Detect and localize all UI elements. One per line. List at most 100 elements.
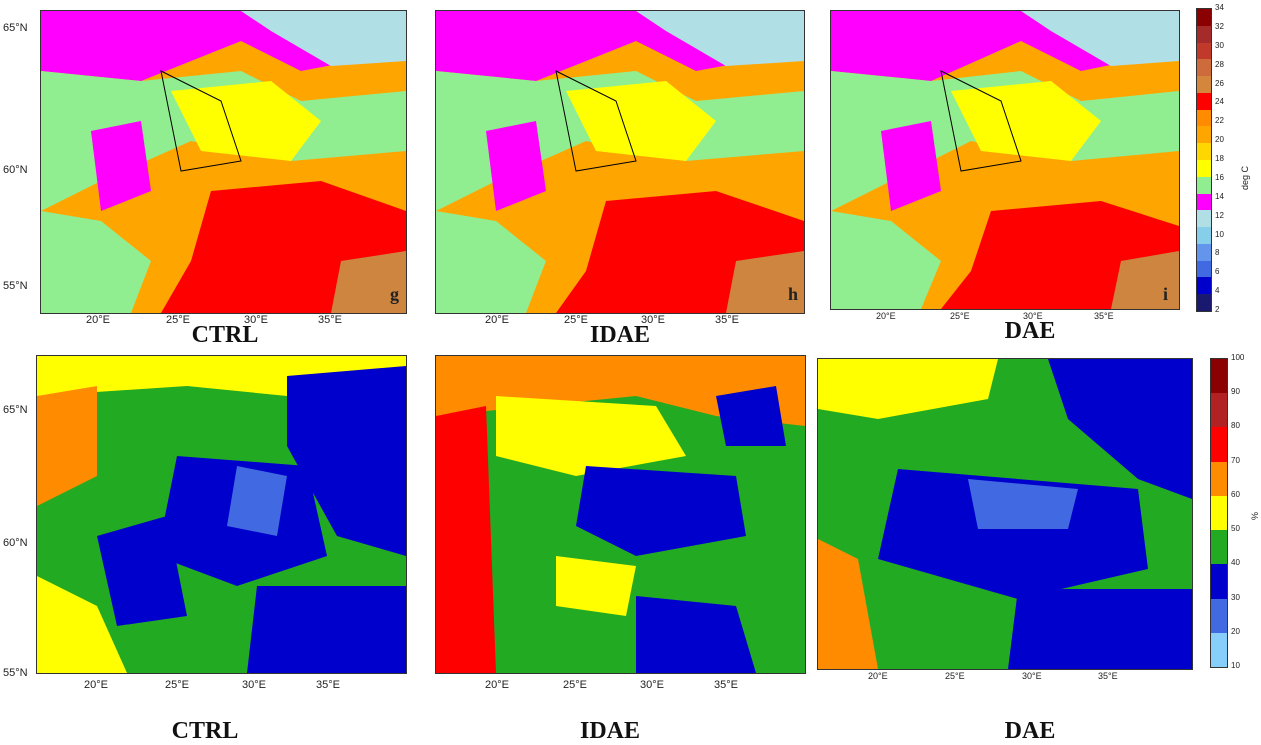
colorbar-segment (1197, 193, 1211, 211)
colorbar-tick: 16 (1215, 172, 1224, 182)
colorbar-tick: 24 (1215, 97, 1224, 107)
colorbar-tick: 6 (1215, 267, 1220, 277)
lon-tick: 25°E (945, 671, 965, 681)
panel-caption: IDAE (589, 322, 650, 348)
lat-tick: 55°N (3, 280, 28, 292)
panel-letter: i (1163, 284, 1169, 304)
lon-tick: 30°E (640, 679, 664, 691)
colorbar-label: % (1250, 511, 1260, 520)
lon-tick: 30°E (244, 314, 268, 326)
colorbar-tick: 32 (1215, 21, 1224, 31)
colorbar-label: deg C (1240, 165, 1250, 190)
lat-tick: 55°N (3, 667, 28, 679)
lon-tick: 25°E (165, 679, 189, 691)
colorbar-segment (1197, 243, 1211, 262)
lon-tick: 35°E (715, 314, 739, 326)
lat-tick: 60°N (3, 537, 28, 549)
colorbar-segment (1197, 227, 1211, 245)
colorbar-tick: 100 (1231, 353, 1245, 362)
colorbar-tick: 2 (1215, 305, 1220, 314)
colorbar-tick: 28 (1215, 59, 1224, 69)
colorbar-segment (1197, 143, 1211, 161)
lon-tick: 35°E (1094, 311, 1114, 321)
panel-caption: CTRL (171, 718, 239, 744)
colorbar-tick: 12 (1215, 210, 1224, 220)
colorbar-segment (1211, 530, 1227, 565)
lon-tick: 25°E (563, 679, 587, 691)
colorbar-segment (1197, 160, 1211, 178)
colorbar-segment (1211, 427, 1227, 463)
colorbar-tick: 10 (1215, 229, 1224, 239)
colorbar-segment (1211, 495, 1227, 531)
colorbar-tick: 30 (1215, 40, 1224, 50)
lon-tick: 30°E (1022, 671, 1042, 681)
lon-tick: 20°E (868, 671, 888, 681)
colorbar-tick: 22 (1215, 116, 1224, 126)
panel-letter: h (788, 284, 799, 304)
colorbar-tick: 20 (1231, 626, 1240, 636)
colorbar-segment (1197, 76, 1211, 94)
lat-tick: 65°N (3, 22, 28, 34)
temperature-map-dae (830, 10, 1180, 310)
lon-tick: 25°E (166, 314, 190, 326)
panel-caption: IDAE (579, 718, 640, 744)
colorbar-segment (1197, 277, 1211, 295)
colorbar-segment (1197, 59, 1211, 77)
colorbar-tick: 20 (1215, 135, 1224, 145)
colorbar-tick: 18 (1215, 154, 1224, 163)
colorbar-segment (1211, 598, 1227, 634)
colorbar-tick: 90 (1231, 387, 1240, 397)
colorbar-tick: 34 (1215, 3, 1224, 12)
lat-tick: 60°N (3, 164, 28, 176)
humidity-colorbar (1210, 358, 1228, 668)
humidity-map-ctrl (36, 355, 407, 674)
colorbar-segment (1197, 176, 1211, 195)
temperature-map-ctrl (40, 10, 407, 314)
lon-tick: 35°E (318, 314, 342, 326)
colorbar-segment (1211, 359, 1227, 394)
colorbar-tick: 40 (1231, 558, 1240, 568)
colorbar-segment (1211, 632, 1227, 668)
humidity-map-idae (435, 355, 806, 674)
lon-tick: 20°E (86, 314, 110, 326)
colorbar-tick: 60 (1231, 489, 1240, 499)
colorbar-tick: 8 (1215, 248, 1220, 258)
colorbar-tick: 26 (1215, 78, 1224, 88)
lon-tick: 20°E (84, 679, 108, 691)
panel-letter: g (390, 284, 399, 304)
lon-tick: 30°E (641, 314, 665, 326)
colorbar-tick: 30 (1231, 592, 1240, 602)
lon-tick: 35°E (1098, 671, 1118, 681)
lon-tick: 35°E (714, 679, 738, 691)
colorbar-segment (1197, 294, 1211, 312)
temperature-map-idae (435, 10, 805, 314)
colorbar-tick: 80 (1231, 421, 1240, 431)
colorbar-tick: 70 (1231, 455, 1240, 465)
lon-tick: 20°E (876, 311, 896, 321)
colorbar-segment (1197, 126, 1211, 144)
colorbar-tick: 4 (1215, 286, 1220, 296)
colorbar-segment (1211, 461, 1227, 497)
colorbar-segment (1211, 393, 1227, 428)
colorbar-segment (1197, 42, 1211, 60)
colorbar-tick: 10 (1231, 661, 1240, 670)
temperature-colorbar (1196, 8, 1212, 312)
lon-tick: 25°E (564, 314, 588, 326)
colorbar-segment (1197, 9, 1211, 27)
lat-tick: 65°N (3, 404, 28, 416)
lon-tick: 30°E (1023, 311, 1043, 321)
panel-caption: CTRL (191, 322, 259, 348)
panel-caption: DAE (1004, 718, 1056, 744)
lon-tick: 20°E (485, 314, 509, 326)
colorbar-segment (1197, 25, 1211, 44)
panel-caption: DAE (1004, 318, 1056, 344)
humidity-map-dae (817, 358, 1193, 670)
colorbar-segment (1197, 109, 1211, 127)
lon-tick: 35°E (316, 679, 340, 691)
colorbar-segment (1211, 564, 1227, 600)
colorbar-segment (1197, 260, 1211, 278)
lon-tick: 25°E (950, 311, 970, 321)
lon-tick: 30°E (242, 679, 266, 691)
colorbar-segment (1197, 92, 1211, 111)
colorbar-segment (1197, 210, 1211, 228)
